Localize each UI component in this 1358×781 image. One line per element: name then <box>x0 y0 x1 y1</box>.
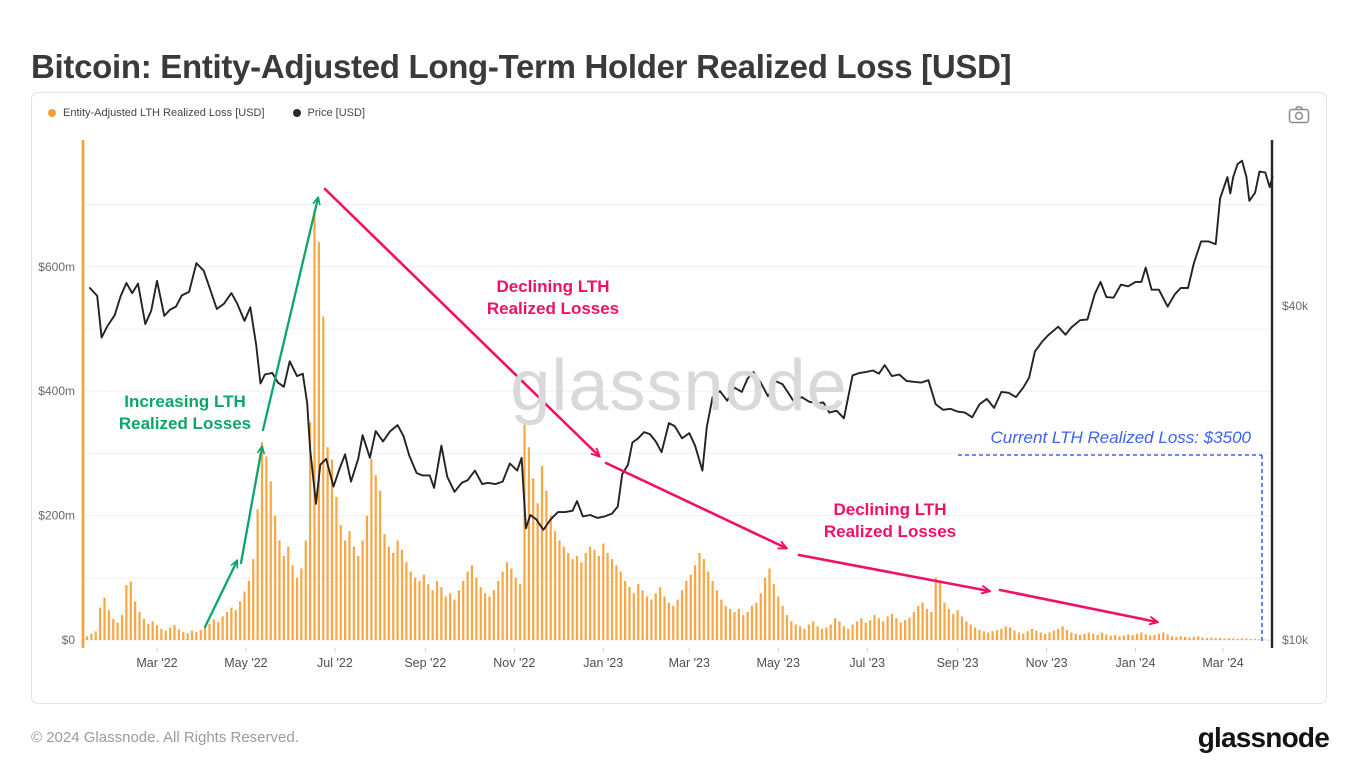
annotation-arrows <box>203 187 1263 643</box>
svg-text:Sep '22: Sep '22 <box>404 656 446 670</box>
camera-button[interactable] <box>1286 105 1312 127</box>
annotation-current-lth-loss: Current LTH Realized Loss: $3500 <box>990 428 1252 447</box>
legend-item-realized-loss[interactable]: Entity-Adjusted LTH Realized Loss [USD] <box>48 107 265 119</box>
legend-dot-realized-loss-icon <box>48 109 56 117</box>
annotation-increasing-lth: Increasing LTH Realized Losses <box>118 392 252 433</box>
gridlines <box>83 204 1272 641</box>
svg-text:$600m: $600m <box>38 260 75 274</box>
camera-icon <box>1288 106 1310 124</box>
axis-lines <box>81 140 1274 648</box>
realized-loss-bars <box>85 210 1270 641</box>
annotation-declining-lth-2: Declining LTH Realized Losses <box>823 500 957 541</box>
svg-text:May '23: May '23 <box>757 656 800 670</box>
svg-text:Jul '23: Jul '23 <box>849 656 885 670</box>
svg-text:Jan '23: Jan '23 <box>583 656 623 670</box>
svg-text:$10k: $10k <box>1282 633 1309 647</box>
svg-text:Nov '23: Nov '23 <box>1026 656 1068 670</box>
svg-text:$200m: $200m <box>38 509 75 523</box>
svg-text:Sep '23: Sep '23 <box>937 656 979 670</box>
legend-dot-price-icon <box>292 109 301 117</box>
chart-legend: Entity-Adjusted LTH Realized Loss [USD] … <box>48 107 365 119</box>
legend-label-price: Price [USD] <box>307 107 366 119</box>
price-line <box>88 159 1274 531</box>
chart-canvas[interactable]: $600m $400m $200m $0 $40k $10k Mar '22 May '22 J… <box>32 93 1326 703</box>
chart-card: $600m $400m $200m $0 $40k $10k Mar '22 May '22 J… <box>31 92 1327 704</box>
svg-text:$0: $0 <box>62 633 76 647</box>
svg-text:Jul '22: Jul '22 <box>317 656 353 670</box>
svg-text:Mar '24: Mar '24 <box>1202 656 1243 670</box>
svg-text:Jan '24: Jan '24 <box>1116 656 1156 670</box>
svg-text:May '22: May '22 <box>224 656 267 670</box>
svg-text:$400m: $400m <box>38 384 75 398</box>
footer-copyright: © 2024 Glassnode. All Rights Reserved. <box>31 729 299 746</box>
svg-text:$40k: $40k <box>1282 299 1309 313</box>
svg-text:Nov '22: Nov '22 <box>493 656 535 670</box>
annotation-declining-lth-1: Declining LTH Realized Losses <box>486 277 620 318</box>
legend-label-realized-loss: Entity-Adjusted LTH Realized Loss [USD] <box>63 107 265 119</box>
svg-text:Mar '23: Mar '23 <box>669 656 710 670</box>
axis-labels: $600m $400m $200m $0 $40k $10k Mar '22 May '22 J… <box>38 260 1309 670</box>
page-title: Bitcoin: Entity-Adjusted Long-Term Holde… <box>31 48 1012 86</box>
legend-item-price[interactable]: Price [USD] <box>292 107 366 119</box>
svg-text:Mar '22: Mar '22 <box>136 656 177 670</box>
glassnode-logo: glassnode <box>1197 722 1330 753</box>
